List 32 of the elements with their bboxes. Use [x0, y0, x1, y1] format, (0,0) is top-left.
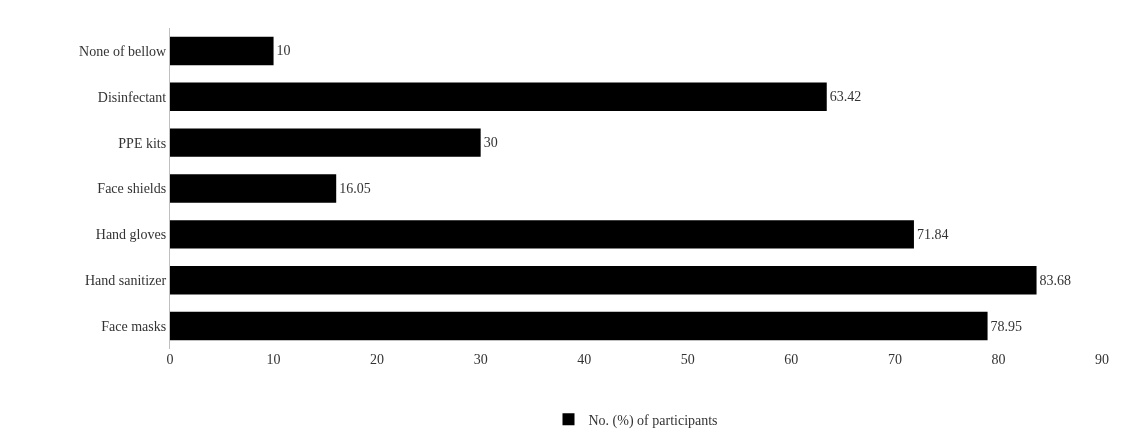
x-tick-label: 0: [166, 352, 174, 367]
y-tick-label: Face masks: [101, 318, 167, 334]
data-label: 63.42: [829, 89, 862, 105]
x-tick-label: 10: [266, 352, 281, 367]
y-tick-label: Hand sanitizer: [84, 273, 167, 289]
data-label: 78.95: [990, 318, 1023, 334]
bar: [170, 266, 1037, 295]
y-tick-label: Disinfectant: [97, 89, 167, 105]
y-tick-label: None of bellow: [79, 43, 168, 59]
x-tick-label: 80: [991, 352, 1006, 367]
bar: [170, 128, 481, 157]
y-tick-label: Face shields: [97, 181, 167, 197]
y-tick-label: PPE kits: [118, 135, 167, 151]
x-tick-label: 50: [680, 352, 695, 367]
bar: [170, 82, 827, 111]
x-tick-label: 70: [887, 352, 902, 367]
data-label: 71.84: [916, 226, 949, 242]
bar: [170, 174, 337, 203]
legend-label: No. (%) of participants: [588, 412, 718, 429]
x-tick-label: 20: [370, 352, 385, 367]
bar: [170, 220, 914, 249]
bar: [170, 36, 274, 66]
x-tick-label: 90: [1095, 352, 1109, 367]
data-label: 16.05: [339, 181, 371, 196]
data-label: 83.68: [1039, 272, 1072, 288]
bar: [170, 311, 988, 341]
data-label: 30: [483, 135, 498, 151]
x-tick-label: 30: [473, 352, 488, 367]
data-label: 10: [276, 43, 291, 59]
x-tick-label: 40: [577, 352, 592, 367]
y-tick-label: Hand gloves: [95, 227, 167, 243]
x-tick-label: 60: [784, 352, 799, 367]
